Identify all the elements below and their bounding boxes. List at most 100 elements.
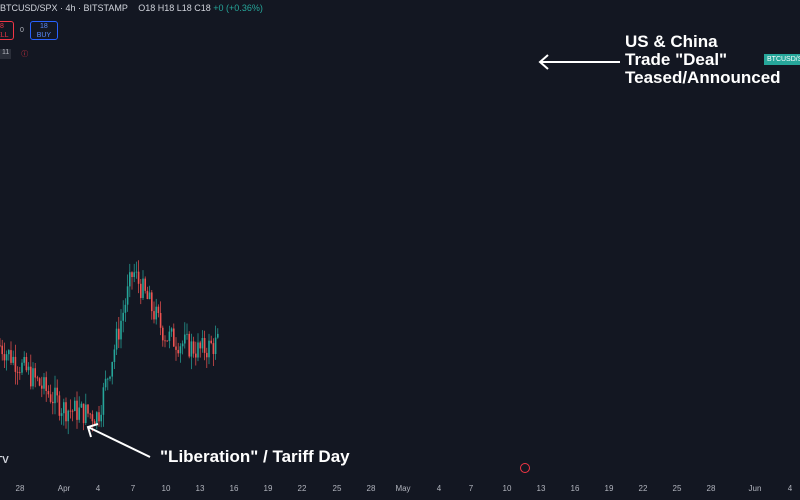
candle-body xyxy=(52,401,54,404)
candle-body xyxy=(201,338,204,349)
candle-body xyxy=(107,378,109,380)
x-tick-label: 4 xyxy=(788,484,793,493)
buy-button[interactable]: 18 BUY xyxy=(29,21,58,40)
candle-body xyxy=(19,372,21,374)
candle-body xyxy=(190,341,193,357)
candle-body xyxy=(54,387,56,404)
candle-body xyxy=(122,312,124,321)
sell-price: 18 xyxy=(0,23,4,30)
x-tick-label: Apr xyxy=(58,484,71,493)
candle-body xyxy=(212,343,215,354)
x-tick-label: 19 xyxy=(264,484,273,493)
candle-body xyxy=(142,278,144,298)
indicator-count[interactable]: 11 xyxy=(0,49,12,59)
candle-body xyxy=(25,357,28,371)
candle-body xyxy=(14,356,17,372)
x-tick-label: 25 xyxy=(333,484,342,493)
candle-body xyxy=(153,311,155,320)
order-quantity[interactable]: 0 xyxy=(20,27,24,34)
candle-body xyxy=(210,340,212,344)
candle-body xyxy=(38,378,41,386)
tradingview-logo-icon[interactable]: TV xyxy=(0,455,9,466)
candle-body xyxy=(124,304,127,313)
candle-body xyxy=(82,403,85,424)
candle-body xyxy=(115,328,118,350)
candle-body xyxy=(30,366,32,387)
candle-body xyxy=(131,272,133,277)
x-tick-label: 22 xyxy=(298,484,307,493)
candle-body xyxy=(104,378,107,388)
candle-body xyxy=(102,387,105,415)
candle-body xyxy=(109,376,111,379)
candle-body xyxy=(120,320,122,340)
candle-body xyxy=(177,349,179,354)
candle-body xyxy=(181,343,184,347)
candle-body xyxy=(8,350,10,355)
annotation-trade-deal: US & China Trade "Deal" Teased/Announced xyxy=(625,33,781,87)
x-tick-label: 4 xyxy=(96,484,101,493)
buy-label: BUY xyxy=(36,32,52,39)
candle-body xyxy=(74,400,76,411)
sell-button[interactable]: 18 SELL xyxy=(0,21,14,40)
buy-price: 18 xyxy=(40,23,48,30)
annotation-arrows xyxy=(86,54,620,458)
arrow-bottom-shaft xyxy=(87,426,151,458)
candle-body xyxy=(41,385,43,389)
x-tick-label: 13 xyxy=(196,484,205,493)
candle-body xyxy=(164,340,166,342)
candle-body xyxy=(85,404,87,423)
candle-body xyxy=(146,290,149,299)
candle-body xyxy=(69,410,72,412)
x-tick-label: 13 xyxy=(537,484,546,493)
candle-body xyxy=(89,413,91,415)
arrow-bottom-head xyxy=(86,423,99,438)
candle-body xyxy=(173,328,175,347)
candle-body xyxy=(192,341,195,354)
candle-body xyxy=(133,272,135,277)
candle-body xyxy=(56,387,58,396)
candle-body xyxy=(137,271,140,284)
annotation-line-2: Trade "Deal" xyxy=(625,50,728,69)
candle-body xyxy=(3,354,6,361)
candle-body xyxy=(49,394,52,402)
candle-body xyxy=(151,292,153,312)
x-tick-label: 7 xyxy=(469,484,474,493)
indicator-row: 11 ⓘ xyxy=(0,49,28,59)
symbol-label[interactable]: BTCUSD/SPX · 4h · BITSTAMP xyxy=(0,3,128,13)
x-tick-label: 28 xyxy=(707,484,716,493)
candle-body xyxy=(16,371,19,373)
candle-body xyxy=(34,368,36,378)
arrow-top-head xyxy=(538,54,549,70)
x-tick-label: May xyxy=(395,484,410,493)
alert-icon[interactable]: ⓘ xyxy=(21,51,29,58)
sell-label: SELL xyxy=(0,32,9,39)
candle-body xyxy=(111,362,113,377)
candle-body xyxy=(32,368,34,387)
candle-body xyxy=(126,286,129,305)
candle-body xyxy=(188,333,190,357)
x-axis: 28 Apr 4 7 10 13 16 19 22 25 28 May 4 7 10 13 16 19 22 25 28… xyxy=(16,484,793,493)
candle-body xyxy=(166,340,168,342)
candle-body xyxy=(63,402,65,414)
candle-body xyxy=(45,377,47,391)
candle-body xyxy=(12,356,14,363)
candle-body xyxy=(27,366,30,371)
candle-body xyxy=(208,340,210,358)
candle-body xyxy=(113,349,116,362)
change-value: +0 (+0.36%) xyxy=(213,3,263,13)
x-tick-label: 28 xyxy=(367,484,376,493)
candle-body xyxy=(60,413,63,416)
candle-body xyxy=(162,327,164,341)
candle-body xyxy=(144,278,146,291)
candle-body xyxy=(1,345,3,355)
candle-body xyxy=(199,342,201,349)
annotation-line-1: US & China xyxy=(625,32,718,51)
candle-body xyxy=(184,334,186,344)
x-tick-label: 7 xyxy=(131,484,136,493)
candle-body xyxy=(168,331,171,341)
candle-body xyxy=(21,362,23,373)
goto-target-icon[interactable] xyxy=(520,463,530,473)
candle-body xyxy=(96,412,98,424)
candle-body xyxy=(78,407,80,420)
